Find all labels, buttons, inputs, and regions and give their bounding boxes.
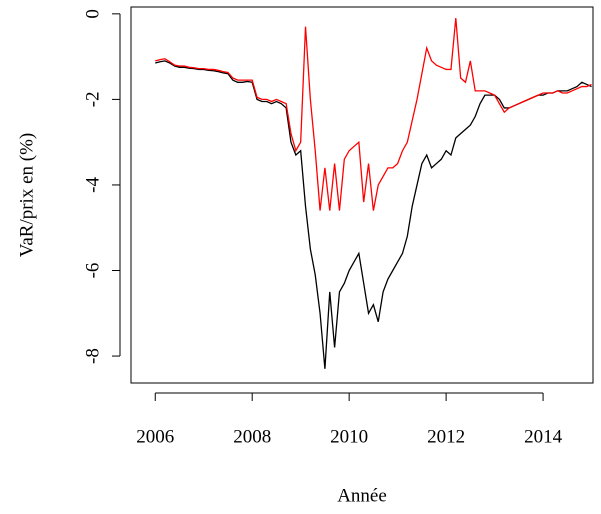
x-tick-label: 2014 xyxy=(524,426,563,447)
x-tick-label: 2010 xyxy=(330,426,368,447)
y-tick-label: -6 xyxy=(82,263,103,279)
x-tick-label: 2006 xyxy=(136,426,174,447)
x-tick-label: 2008 xyxy=(233,426,271,447)
x-tick-label: 2012 xyxy=(427,426,465,447)
series-line xyxy=(155,18,592,211)
y-tick-label: -2 xyxy=(82,91,103,107)
plot-box xyxy=(130,6,594,384)
series-line xyxy=(155,60,592,369)
y-axis-label: VaR/prix en (%) xyxy=(16,133,37,258)
y-tick-label: 0 xyxy=(82,9,103,19)
y-tick-label: -8 xyxy=(82,348,103,364)
y-tick-label: -4 xyxy=(82,177,103,193)
x-axis-label: Année xyxy=(337,485,387,506)
